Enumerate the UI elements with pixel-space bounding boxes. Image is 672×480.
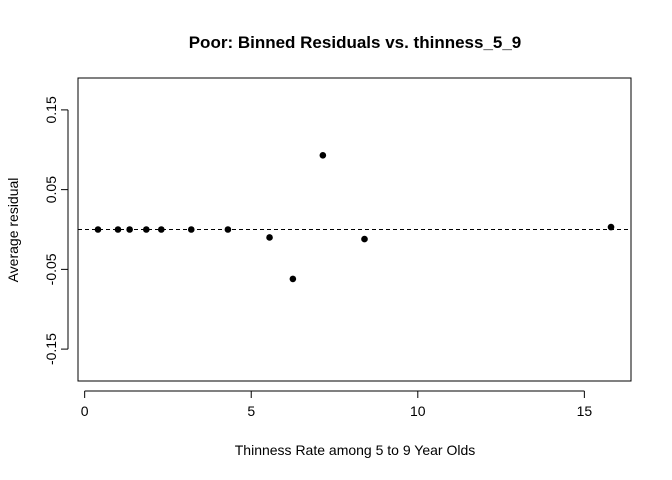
data-point — [187, 226, 195, 233]
y-tick-label: -0.15 — [43, 333, 59, 365]
data-point — [157, 226, 165, 233]
x-axis-label: Thinness Rate among 5 to 9 Year Olds — [235, 442, 475, 458]
x-axis: 0 5 10 15 — [81, 390, 593, 419]
x-tick-label: 0 — [81, 403, 89, 419]
data-point — [126, 226, 133, 233]
x-tick-label: 10 — [410, 403, 426, 419]
x-tick-label: 15 — [577, 403, 593, 419]
y-tick-label: 0.15 — [43, 96, 59, 123]
data-points — [94, 152, 615, 283]
data-point — [94, 226, 102, 233]
y-axis: -0.15 -0.05 0.05 0.15 — [43, 96, 69, 365]
x-tick-label: 5 — [247, 403, 255, 419]
data-point — [142, 226, 150, 233]
chart-title: Poor: Binned Residuals vs. thinness_5_9 — [189, 33, 522, 52]
data-point — [607, 223, 615, 231]
data-point — [289, 275, 297, 283]
data-point — [114, 226, 122, 233]
y-axis-label: Average residual — [5, 178, 21, 283]
data-point — [224, 226, 232, 233]
data-point — [319, 152, 327, 159]
y-tick-label: 0.05 — [43, 176, 59, 203]
data-point — [266, 234, 273, 241]
data-point — [361, 235, 368, 243]
y-tick-label: -0.05 — [43, 253, 59, 285]
